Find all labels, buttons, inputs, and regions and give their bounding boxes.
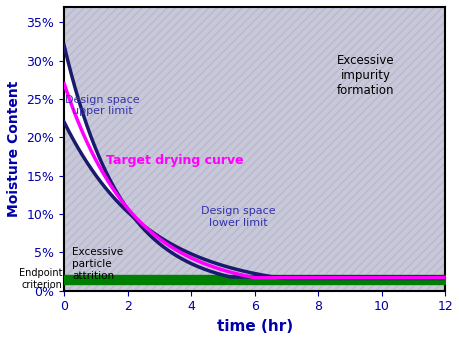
Text: Design space
lower limit: Design space lower limit [201,206,275,227]
Text: Endpoint
criterion: Endpoint criterion [19,268,62,290]
Text: Excessive
particle
attrition: Excessive particle attrition [72,247,123,281]
Text: Design space
upper limit: Design space upper limit [65,95,139,116]
Text: Excessive
impurity
formation: Excessive impurity formation [336,55,394,98]
Text: Target drying curve: Target drying curve [106,154,244,167]
X-axis label: time (hr): time (hr) [216,319,292,334]
Y-axis label: Moisture Content: Moisture Content [7,81,21,217]
